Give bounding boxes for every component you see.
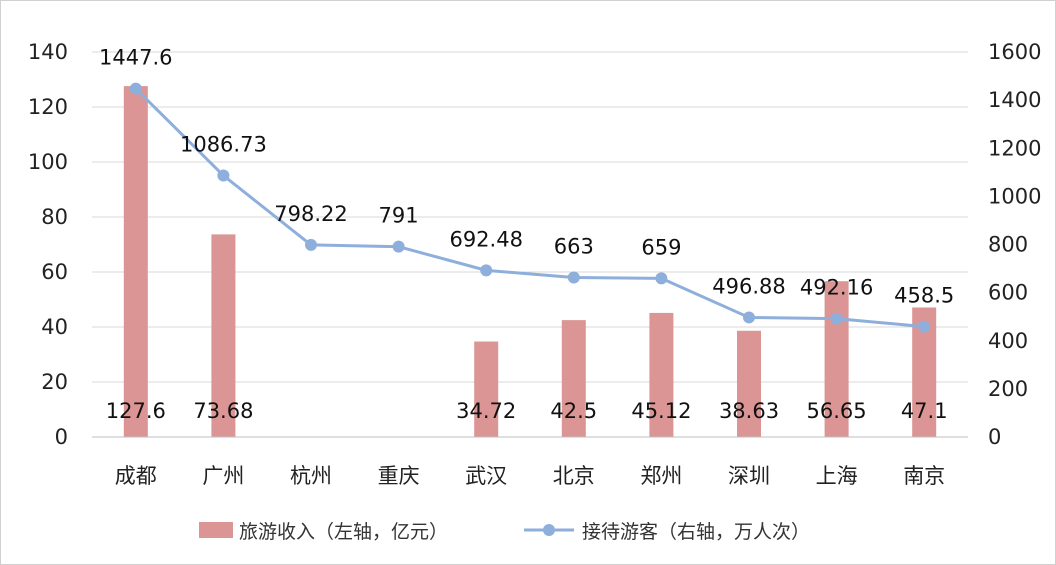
right-tick-label: 800 bbox=[988, 233, 1028, 257]
left-tick-label: 80 bbox=[41, 205, 68, 229]
right-tick-label: 1600 bbox=[988, 40, 1041, 64]
line-point bbox=[830, 312, 843, 325]
left-tick-label: 120 bbox=[28, 95, 68, 119]
legend-swatch-visitors-marker bbox=[543, 524, 555, 536]
category-label: 重庆 bbox=[378, 464, 420, 488]
bar bbox=[474, 341, 499, 437]
category-label: 深圳 bbox=[728, 464, 770, 488]
line-data-label: 496.88 bbox=[712, 274, 785, 298]
right-tick-label: 1200 bbox=[988, 136, 1041, 160]
category-label: 上海 bbox=[816, 464, 858, 488]
category-label: 南京 bbox=[903, 464, 945, 488]
legend-swatch-income bbox=[199, 522, 233, 538]
line-data-label: 663 bbox=[554, 234, 594, 258]
line-data-label: 458.5 bbox=[894, 284, 954, 308]
bar-series bbox=[123, 86, 937, 437]
bar bbox=[123, 86, 148, 437]
line-series bbox=[129, 82, 931, 333]
left-tick-label: 40 bbox=[41, 315, 68, 339]
category-label: 武汉 bbox=[465, 464, 507, 488]
category-label: 郑州 bbox=[640, 464, 682, 488]
line-data-label: 791 bbox=[379, 204, 419, 228]
line-point bbox=[480, 264, 493, 277]
bar-data-label: 56.65 bbox=[807, 399, 867, 423]
line-point bbox=[918, 320, 931, 333]
line-data-label: 659 bbox=[641, 235, 681, 259]
line-data-label: 692.48 bbox=[449, 227, 522, 251]
right-tick-label: 1400 bbox=[988, 88, 1041, 112]
line-point bbox=[305, 238, 317, 251]
left-tick-label: 20 bbox=[41, 370, 68, 394]
left-tick-label: 140 bbox=[28, 40, 68, 64]
bar-data-label: 47.1 bbox=[901, 399, 948, 423]
category-label: 成都 bbox=[115, 464, 157, 488]
bar-data-label: 45.12 bbox=[631, 399, 691, 423]
bar bbox=[824, 281, 849, 437]
left-tick-label: 60 bbox=[41, 260, 68, 284]
bar-data-label: 42.5 bbox=[550, 399, 597, 423]
legend-label-visitors: 接待游客（右轴，万人次） bbox=[582, 521, 810, 543]
data-labels: 1447.6 1086.73 798.22 791 692.48 663 659 496.88… bbox=[99, 46, 954, 423]
line-data-label: 1447.6 bbox=[99, 46, 172, 70]
right-tick-label: 400 bbox=[988, 329, 1028, 353]
legend: 旅游收入（左轴，亿元） 接待游客（右轴，万人次） bbox=[199, 521, 810, 543]
bar-data-label: 38.63 bbox=[719, 399, 779, 423]
bar-data-label: 73.68 bbox=[193, 399, 253, 423]
right-tick-label: 200 bbox=[988, 377, 1028, 401]
line-point bbox=[743, 311, 755, 324]
line-data-label: 1086.73 bbox=[180, 133, 267, 157]
right-tick-label: 600 bbox=[988, 281, 1028, 305]
bar-data-label: 127.6 bbox=[106, 399, 166, 423]
line-point bbox=[392, 240, 405, 253]
line-point bbox=[567, 271, 580, 284]
left-tick-label: 0 bbox=[55, 425, 68, 449]
axes: 0204060801001201400200400600800100012001… bbox=[28, 40, 1042, 488]
visitors-line bbox=[134, 87, 925, 329]
line-point bbox=[655, 272, 668, 285]
bar-data-label: 34.72 bbox=[456, 399, 516, 423]
legend-label-income: 旅游收入（左轴，亿元） bbox=[239, 521, 448, 543]
right-tick-label: 1000 bbox=[988, 184, 1041, 208]
left-tick-label: 100 bbox=[28, 150, 68, 174]
bar bbox=[561, 320, 586, 437]
category-label: 北京 bbox=[553, 464, 595, 488]
bar bbox=[649, 312, 674, 437]
bar bbox=[737, 330, 761, 437]
line-data-label: 798.22 bbox=[274, 202, 347, 226]
line-point bbox=[129, 82, 142, 95]
right-tick-label: 0 bbox=[988, 425, 1001, 449]
category-label: 杭州 bbox=[290, 464, 332, 488]
line-point bbox=[217, 169, 230, 182]
category-label: 广州 bbox=[202, 464, 244, 488]
line-data-label: 492.16 bbox=[800, 276, 873, 300]
bar bbox=[211, 234, 236, 437]
